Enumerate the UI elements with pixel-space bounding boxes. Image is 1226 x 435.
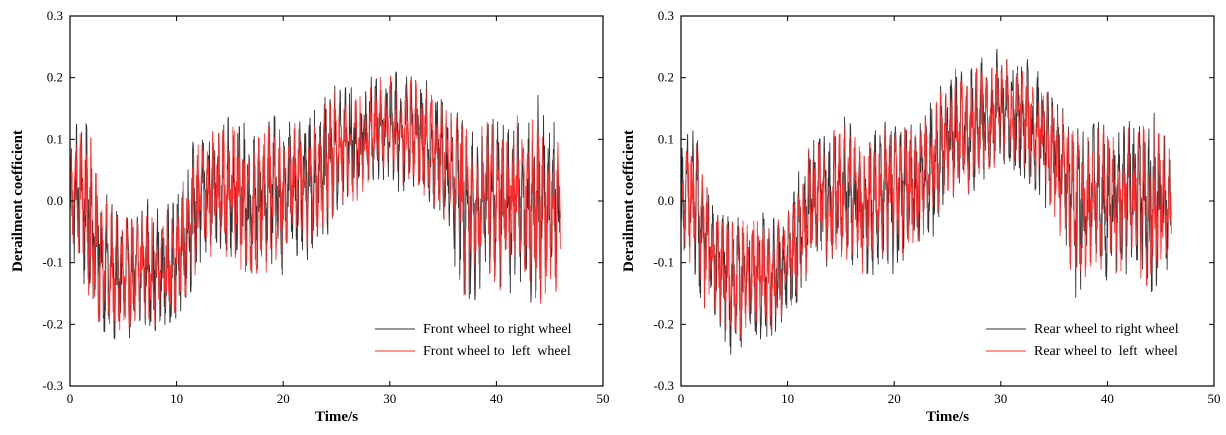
- series-line-2: [680, 58, 1172, 340]
- y-tick-label: -0.1: [653, 255, 674, 270]
- x-tick-label: 50: [597, 391, 610, 406]
- y-tick-label: 0.0: [47, 193, 63, 208]
- legend-label-series-1: Front wheel to right wheel: [423, 322, 572, 337]
- legend: Front wheel to right wheel Front wheel t…: [375, 322, 572, 359]
- series-layer: [680, 49, 1172, 355]
- y-tick-label: 0.3: [658, 8, 674, 23]
- y-tick-label: 0.1: [47, 131, 63, 146]
- series-line-2: [69, 75, 561, 332]
- legend-label-series-2: Rear wheel to left wheel: [1034, 344, 1178, 359]
- y-tick-label: 0.2: [47, 70, 63, 85]
- y-tick-label: -0.2: [42, 316, 63, 331]
- y-tick-label: -0.3: [653, 378, 674, 393]
- x-tick-label: 30: [383, 391, 396, 406]
- y-axis-label: Derailment coefficient: [10, 130, 26, 272]
- x-tick-label: 0: [678, 391, 685, 406]
- chart-rear-wheel: 0 10 20 30 40 50 -0.3 -0.2 -0.1 0.0 0.1 0.2 0.3 Time…: [621, 8, 1221, 425]
- y-tick-label: -0.3: [42, 378, 63, 393]
- x-tick-label: 40: [490, 391, 503, 406]
- axis-ticks: 0 10 20 30 40 50 -0.3 -0.2 -0.1 0.0 0.1 0.2 0.3: [653, 8, 1220, 406]
- legend-label-series-2: Front wheel to left wheel: [423, 344, 571, 359]
- x-tick-label: 40: [1101, 391, 1114, 406]
- chart-front-wheel: 0 10 20 30 40 50 -0.3 -0.2 -0.1 0.0 0.1 0.2 0.3 Time…: [10, 8, 610, 425]
- y-tick-label: 0.2: [658, 70, 674, 85]
- legend-label-series-1: Rear wheel to right wheel: [1034, 322, 1179, 337]
- series-line-1: [69, 70, 561, 340]
- x-axis-label: Time/s: [315, 409, 358, 425]
- y-tick-label: 0.3: [47, 8, 63, 23]
- y-tick-label: 0.1: [658, 131, 674, 146]
- series-layer: [69, 70, 561, 340]
- x-axis-label: Time/s: [926, 409, 969, 425]
- y-tick-label: -0.1: [42, 255, 63, 270]
- x-tick-label: 10: [781, 391, 794, 406]
- axis-ticks: 0 10 20 30 40 50 -0.3 -0.2 -0.1 0.0 0.1 0.2 0.3: [42, 8, 609, 406]
- x-tick-label: 20: [277, 391, 290, 406]
- x-tick-label: 50: [1208, 391, 1221, 406]
- x-tick-label: 0: [67, 391, 74, 406]
- x-tick-label: 30: [994, 391, 1007, 406]
- legend: Rear wheel to right wheel Rear wheel to …: [986, 322, 1179, 359]
- x-tick-label: 10: [170, 391, 183, 406]
- y-tick-label: 0.0: [658, 193, 674, 208]
- y-axis-label: Derailment coefficient: [621, 130, 637, 272]
- x-tick-label: 20: [888, 391, 901, 406]
- y-tick-label: -0.2: [653, 316, 674, 331]
